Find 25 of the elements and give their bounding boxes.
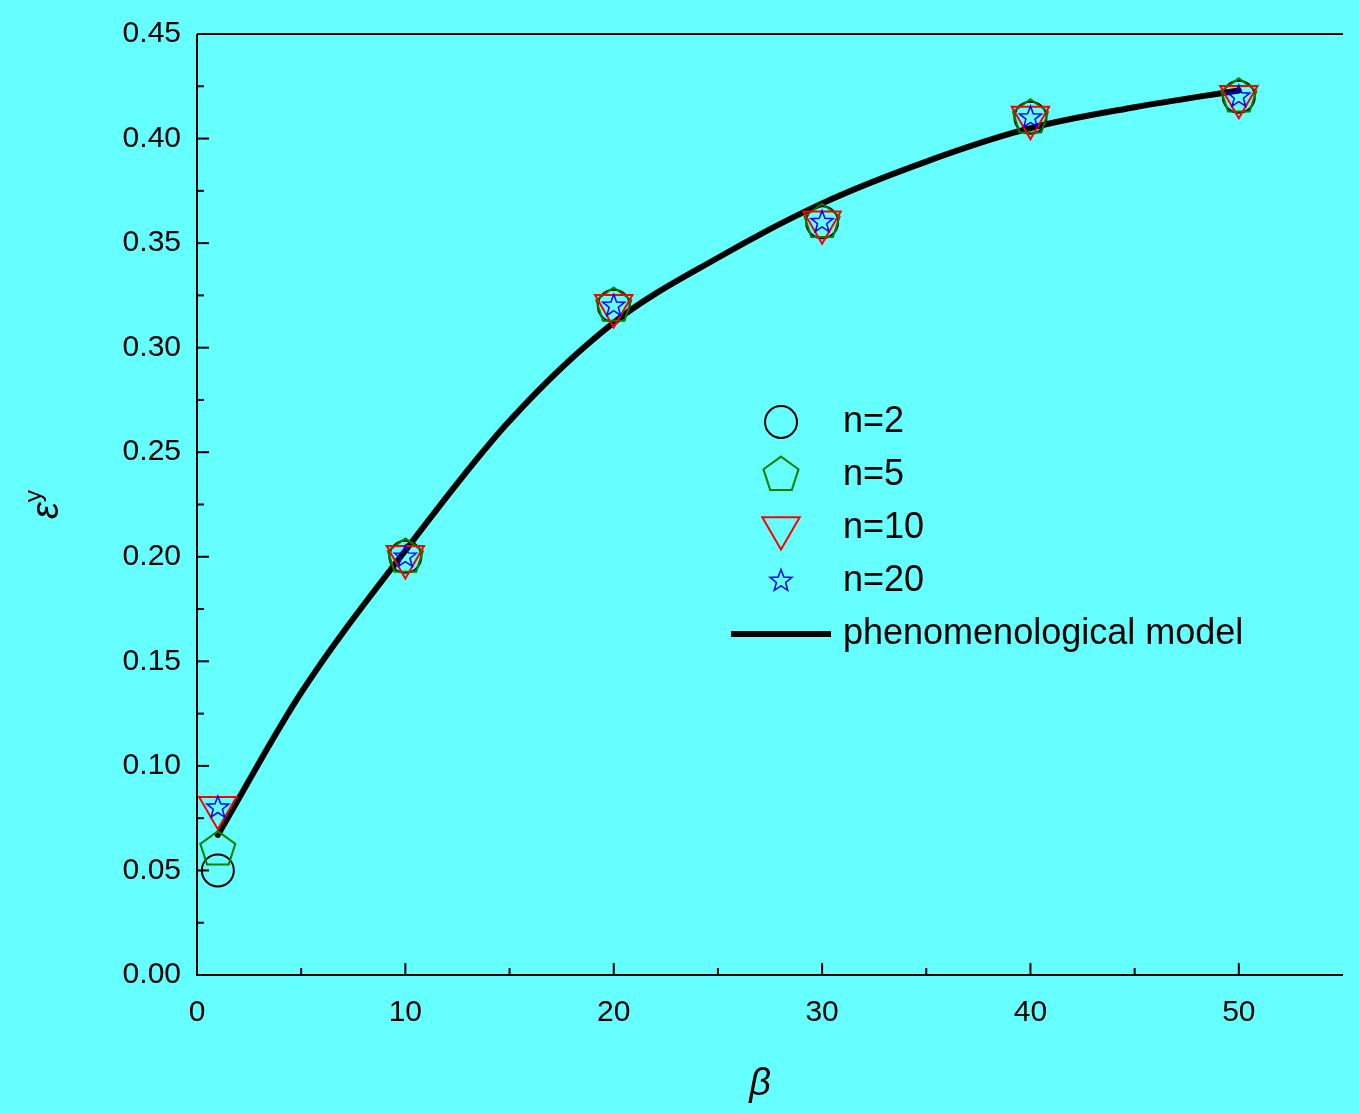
legend-label: phenomenological model [843, 610, 1244, 652]
y-tick-label: 0.35 [122, 224, 181, 258]
legend-label: n=10 [843, 504, 925, 546]
x-tick-label: 20 [597, 994, 631, 1028]
y-tick-label: 0.15 [122, 642, 181, 676]
x-axis-title: β [748, 1061, 771, 1103]
x-tick-label: 10 [388, 994, 423, 1028]
legend-label: n=2 [843, 398, 905, 440]
y-tick-label: 0.00 [122, 956, 181, 990]
y-tick-label: 0.25 [122, 433, 181, 467]
x-tick-label: 50 [1222, 994, 1256, 1028]
y-tick-label: 0.05 [122, 851, 181, 885]
legend-label: n=20 [843, 557, 925, 599]
x-tick-label: 40 [1013, 994, 1048, 1028]
x-tick-label: 0 [188, 994, 206, 1028]
y-tick-label: 0.20 [122, 538, 181, 572]
y-tick-label: 0.45 [122, 15, 181, 49]
x-tick-label: 30 [805, 994, 839, 1028]
y-axis-title: εy [18, 489, 66, 520]
y-tick-label: 0.10 [122, 747, 181, 781]
y-tick-label: 0.40 [122, 119, 181, 153]
point [199, 830, 237, 866]
point [200, 853, 235, 888]
legend-label: n=5 [843, 451, 905, 493]
y-tick-label: 0.30 [122, 328, 181, 362]
